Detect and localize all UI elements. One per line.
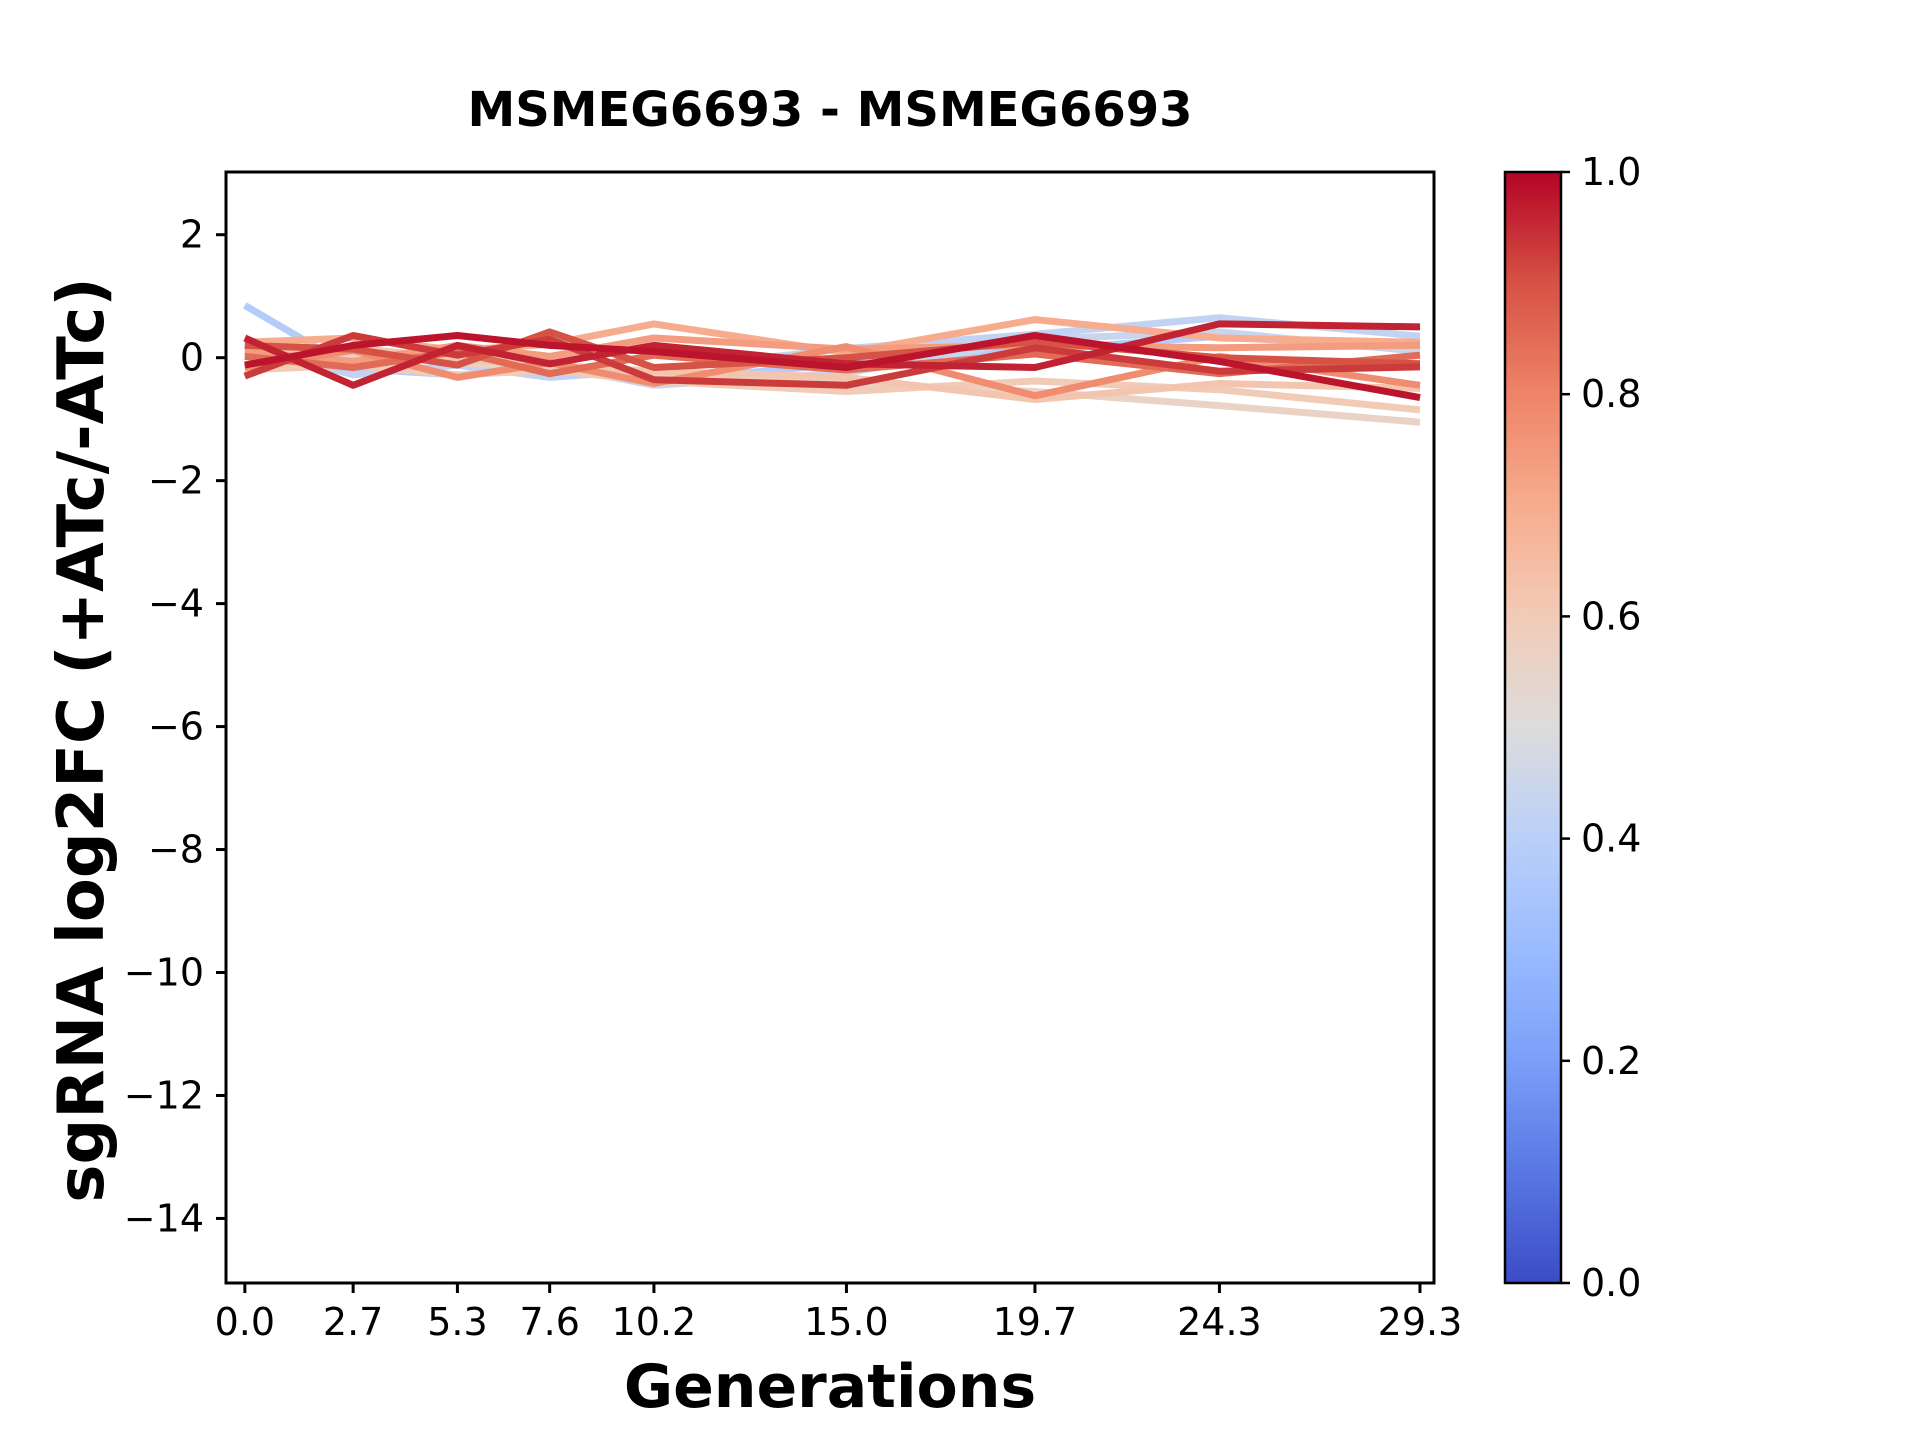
x-tick-label: 5.3 (427, 1300, 487, 1344)
colorbar (1503, 170, 1563, 1285)
x-tick-label: 0.0 (215, 1300, 275, 1344)
x-tick-label: 15.0 (804, 1300, 889, 1344)
y-tick-label: −6 (148, 705, 204, 749)
y-tick-label: −10 (124, 951, 204, 995)
colorbar-tick-label: 0.8 (1581, 372, 1641, 416)
colorbar-tick-label: 0.4 (1581, 817, 1641, 861)
x-tick-label: 10.2 (612, 1300, 697, 1344)
y-tick-label: −8 (148, 828, 204, 872)
x-tick-label: 7.6 (519, 1300, 579, 1344)
series-line-14 (244, 332, 1421, 402)
x-tick-label: 24.3 (1177, 1300, 1262, 1344)
series-line-10 (244, 348, 1421, 378)
x-tick-label: 2.7 (323, 1300, 383, 1344)
series-line-13 (243, 320, 1421, 389)
colorbar-tick-label: 0.2 (1581, 1039, 1641, 1083)
x-tick-label: 29.3 (1378, 1300, 1463, 1344)
y-tick-label: −2 (148, 459, 204, 503)
series-lines (243, 302, 1421, 426)
x-tick-label: 19.7 (993, 1300, 1078, 1344)
y-tick-label: −4 (148, 582, 204, 626)
chart-title: MSMEG6693 - MSMEG6693 (467, 82, 1193, 138)
colorbar-tick-label: 1.0 (1581, 150, 1641, 194)
y-tick-label: 0 (180, 336, 204, 380)
y-tick-label: 2 (180, 213, 204, 257)
y-tick-label: −14 (124, 1196, 204, 1240)
y-tick-label: −12 (124, 1073, 204, 1117)
colorbar-tick-label: 0.0 (1581, 1261, 1641, 1305)
x-axis-label: Generations (623, 1352, 1037, 1422)
colorbar-tick-label: 0.6 (1581, 594, 1641, 638)
